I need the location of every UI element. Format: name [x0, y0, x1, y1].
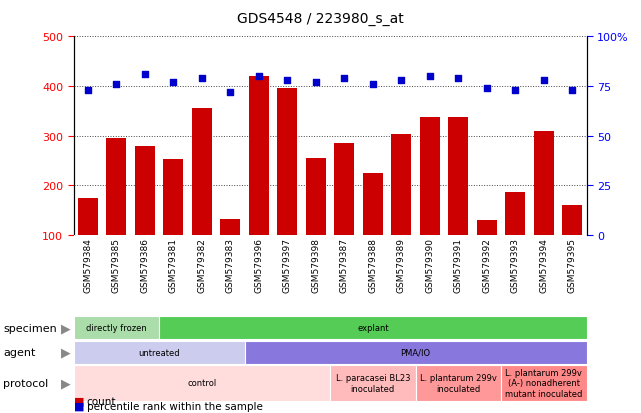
Text: GSM579396: GSM579396	[254, 238, 263, 293]
Point	[567, 88, 578, 94]
Bar	[106, 139, 126, 285]
Bar	[249, 77, 269, 285]
Text: GSM579397: GSM579397	[283, 238, 292, 293]
Text: GSM579393: GSM579393	[511, 238, 520, 293]
Point	[83, 88, 93, 94]
Text: GSM579389: GSM579389	[397, 238, 406, 293]
Point	[396, 78, 406, 84]
Text: GSM579386: GSM579386	[140, 238, 149, 293]
Bar	[135, 146, 155, 285]
Text: L. plantarum 299v
inoculated: L. plantarum 299v inoculated	[420, 373, 497, 393]
Bar	[278, 89, 297, 285]
Text: GSM579392: GSM579392	[482, 238, 491, 292]
Text: GSM579381: GSM579381	[169, 238, 178, 293]
Text: L. plantarum 299v
(A-) nonadherent
mutant inoculated: L. plantarum 299v (A-) nonadherent mutan…	[505, 368, 583, 398]
Text: ▶: ▶	[61, 377, 71, 389]
Text: protocol: protocol	[3, 378, 49, 388]
Point	[225, 89, 235, 96]
Point	[311, 79, 321, 86]
Text: GSM579388: GSM579388	[369, 238, 378, 293]
Text: count: count	[87, 396, 116, 406]
Text: control: control	[187, 379, 217, 387]
Text: agent: agent	[3, 347, 36, 358]
Point	[453, 76, 463, 82]
Text: GSM579387: GSM579387	[340, 238, 349, 293]
Point	[169, 79, 179, 86]
Point	[368, 81, 378, 88]
Text: ▶: ▶	[61, 346, 71, 359]
Text: GDS4548 / 223980_s_at: GDS4548 / 223980_s_at	[237, 12, 404, 26]
Text: percentile rank within the sample: percentile rank within the sample	[87, 401, 262, 411]
Bar	[392, 135, 412, 285]
Point	[425, 74, 435, 80]
Text: GSM579382: GSM579382	[197, 238, 206, 292]
Point	[140, 71, 150, 78]
Bar	[420, 117, 440, 285]
Text: directly frozen: directly frozen	[86, 323, 147, 332]
Text: ■: ■	[74, 396, 84, 406]
Bar	[477, 220, 497, 285]
Text: PMA/IO: PMA/IO	[401, 348, 431, 357]
Text: GSM579384: GSM579384	[83, 238, 92, 292]
Point	[510, 88, 520, 94]
Text: explant: explant	[357, 323, 388, 332]
Bar	[221, 219, 240, 285]
Text: L. paracasei BL23
inoculated: L. paracasei BL23 inoculated	[336, 373, 410, 393]
Text: ■: ■	[74, 401, 84, 411]
Bar	[335, 144, 354, 285]
Bar	[192, 109, 212, 285]
Bar	[505, 193, 525, 285]
Bar	[448, 118, 469, 285]
Text: GSM579391: GSM579391	[454, 238, 463, 293]
Text: GSM579394: GSM579394	[539, 238, 548, 292]
Point	[197, 76, 207, 82]
Text: GSM579395: GSM579395	[568, 238, 577, 293]
Bar	[306, 159, 326, 285]
Text: GSM579383: GSM579383	[226, 238, 235, 293]
Point	[112, 81, 122, 88]
Bar	[363, 173, 383, 285]
Text: ▶: ▶	[61, 321, 71, 334]
Bar	[163, 159, 183, 285]
Text: GSM579390: GSM579390	[426, 238, 435, 293]
Point	[282, 78, 292, 84]
Bar	[534, 131, 554, 285]
Text: untreated: untreated	[138, 348, 180, 357]
Text: specimen: specimen	[3, 323, 57, 333]
Bar	[562, 206, 582, 285]
Text: GSM579398: GSM579398	[312, 238, 320, 293]
Text: GSM579385: GSM579385	[112, 238, 121, 293]
Point	[339, 76, 349, 82]
Bar	[78, 198, 98, 285]
Point	[538, 78, 549, 84]
Point	[254, 74, 264, 80]
Point	[481, 85, 492, 92]
